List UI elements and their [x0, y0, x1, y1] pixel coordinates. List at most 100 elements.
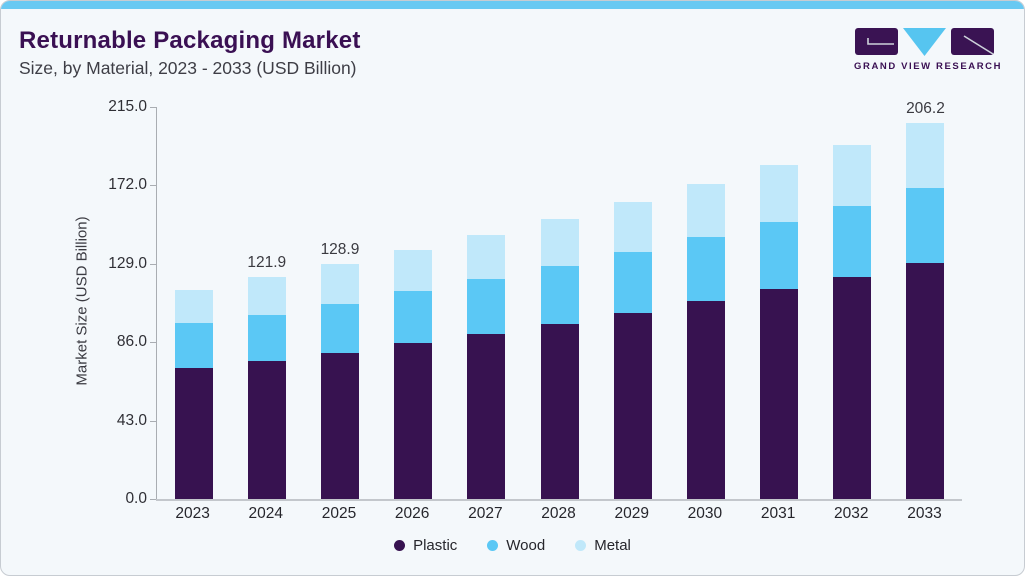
bar-segment-wood — [394, 291, 433, 344]
y-tick-mark — [150, 185, 156, 187]
bar-segment-wood — [613, 251, 652, 314]
bar-stack — [613, 201, 652, 499]
bar-group-2026 — [377, 107, 450, 499]
bar-segment-wood — [760, 221, 799, 289]
x-tick-label-2025: 2025 — [321, 505, 357, 522]
page-subtitle: Size, by Material, 2023 - 2033 (USD Bill… — [19, 58, 357, 78]
bar-segment-wood — [174, 323, 213, 368]
bar-stack — [760, 164, 799, 499]
bar-segment-metal — [540, 218, 579, 266]
y-tick-label: 86.0 — [116, 333, 147, 351]
legend-dot-plastic — [394, 540, 406, 551]
bar-segment-metal — [467, 234, 506, 279]
page-title: Returnable Packaging Market — [19, 27, 361, 54]
bar-segment-plastic — [613, 313, 652, 499]
y-tick-mark — [150, 342, 156, 344]
bar-group-2033: 206.2 — [889, 100, 962, 499]
bar-segment-plastic — [394, 343, 433, 499]
bar-segment-metal — [320, 264, 359, 304]
bar-segment-metal — [174, 290, 213, 324]
y-tick-label: 129.0 — [108, 254, 147, 272]
bar-stack — [394, 249, 433, 499]
bar-segment-metal — [394, 249, 433, 292]
bar-segment-plastic — [467, 333, 506, 499]
plot-area: 121.9 128.9 206.2 — [156, 100, 962, 499]
bar-group-2027 — [450, 107, 523, 499]
bar-stack — [540, 218, 579, 499]
bar-segment-wood — [906, 188, 945, 263]
bar-stack — [320, 264, 359, 499]
legend-item-metal: Metal — [575, 537, 631, 554]
y-tick-label: 215.0 — [108, 98, 147, 115]
bar-total-label-2025: 128.9 — [320, 241, 360, 258]
bar-segment-wood — [320, 303, 359, 354]
top-accent-bar — [1, 1, 1024, 9]
bar-segment-plastic — [833, 276, 872, 499]
bar-group-2030 — [669, 107, 742, 499]
bar-segment-plastic — [540, 323, 579, 499]
bar-segment-wood — [540, 265, 579, 324]
x-tick-label-2027: 2027 — [468, 505, 503, 522]
bar-total-label-2024: 121.9 — [247, 253, 287, 271]
bar-stack — [247, 276, 286, 499]
bar-segment-plastic — [760, 288, 799, 499]
bar-group-2025: 128.9 — [303, 107, 376, 499]
x-tick-label-2026: 2026 — [394, 505, 430, 522]
x-tick-label-2023: 2023 — [175, 505, 210, 522]
legend-label-metal: Metal — [594, 537, 631, 554]
bar-stack — [833, 144, 872, 499]
bar-stack — [467, 234, 506, 499]
y-tick-label: 0.0 — [125, 490, 147, 507]
x-tick-label-2029: 2029 — [614, 505, 649, 522]
bar-group-2028 — [523, 107, 596, 499]
x-tick-label-2030: 2030 — [687, 505, 723, 522]
bar-segment-plastic — [247, 360, 286, 499]
bar-segment-plastic — [906, 262, 945, 499]
legend-item-wood: Wood — [487, 537, 545, 554]
bar-segment-metal — [613, 201, 652, 252]
legend-dot-wood — [487, 540, 499, 551]
legend-item-plastic: Plastic — [394, 537, 457, 554]
x-tick-label-2033: 2033 — [907, 505, 942, 522]
y-tick-label: 43.0 — [116, 411, 147, 429]
brand-logo-text: GRAND VIEW RESEARCH — [854, 61, 1003, 72]
bar-segment-metal — [760, 164, 799, 222]
gvr-logo-icon — [855, 28, 994, 56]
bar-total-label-2033: 206.2 — [906, 100, 945, 118]
bar-segment-plastic — [174, 367, 213, 499]
x-axis-labels: 2023 2024 2025 2026 2027 2028 2029 2030 2031 2032… — [156, 505, 961, 523]
y-tick-label: 172.0 — [108, 176, 147, 194]
y-axis-title: Market Size (USD Billion) — [73, 216, 91, 386]
y-tick-mark — [150, 263, 156, 265]
bar-segment-metal — [906, 123, 945, 189]
bar-segment-wood — [686, 237, 725, 302]
x-tick-label-2024: 2024 — [248, 505, 284, 522]
x-tick-label-2031: 2031 — [760, 505, 796, 522]
y-tick-mark — [150, 420, 156, 422]
bar-segment-plastic — [686, 301, 725, 499]
legend-label-plastic: Plastic — [413, 537, 458, 554]
bar-group-2023 — [157, 107, 230, 499]
bar-stack — [906, 123, 945, 499]
bar-group-2029 — [596, 107, 669, 499]
bar-segment-wood — [467, 278, 506, 334]
bar-groups: 121.9 128.9 206.2 — [157, 100, 962, 499]
legend-label-wood: Wood — [506, 537, 546, 554]
bar-segment-metal — [247, 276, 286, 315]
y-tick-mark — [150, 499, 156, 500]
legend-dot-metal — [575, 540, 587, 551]
bar-segment-wood — [247, 314, 286, 361]
x-tick-label-2028: 2028 — [541, 505, 576, 522]
x-axis-line — [156, 499, 962, 501]
bar-stack — [686, 183, 725, 499]
brand-logo: GRAND VIEW RESEARCH — [854, 27, 1003, 72]
bar-segment-metal — [686, 183, 725, 238]
bar-segment-plastic — [320, 353, 359, 499]
bar-group-2031 — [743, 107, 816, 499]
bar-segment-metal — [833, 144, 872, 206]
legend: Plastic Wood Metal — [1, 537, 1024, 554]
x-tick-label-2032: 2032 — [834, 505, 869, 522]
bar-segment-wood — [833, 205, 872, 277]
